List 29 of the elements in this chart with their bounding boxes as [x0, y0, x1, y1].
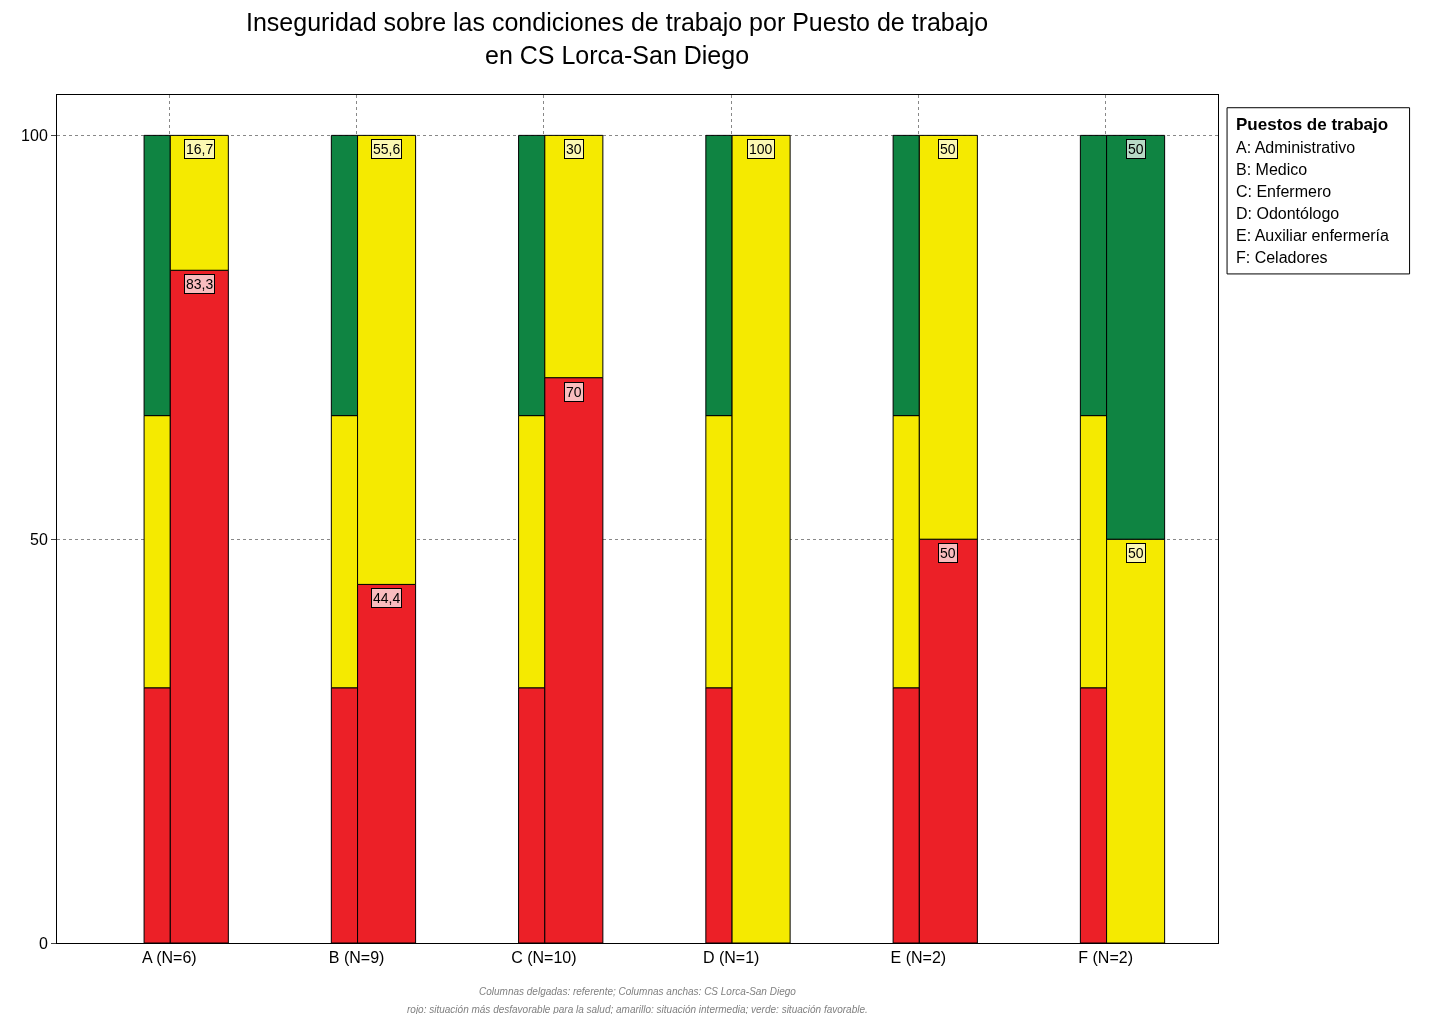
text: B: Medico [1236, 161, 1308, 178]
text: Puestos de trabajo [1236, 115, 1389, 134]
x-tick-label: C (N=10) [511, 949, 577, 967]
text: A: Administrativo [1236, 139, 1356, 156]
data-label: 30 [566, 141, 582, 157]
x-tick-label: B (N=9) [328, 949, 385, 967]
text: Columnas delgadas: referente; Columnas anchas: CS Lorca-San Diego [479, 986, 797, 997]
text: F: Celadores [1236, 249, 1328, 266]
data-label: 50 [940, 141, 956, 157]
data-label: 55,6 [373, 141, 401, 157]
data-label: 50 [1128, 141, 1144, 157]
x-tick-label: D (N=1) [702, 949, 760, 967]
data-label: 70 [566, 384, 582, 400]
text: D: Odontólogo [1236, 205, 1340, 222]
x-tick-label: A (N=6) [142, 949, 197, 967]
text: E: Auxiliar enfermería [1236, 227, 1390, 244]
y-tick-label: 50 [30, 530, 48, 548]
x-tick-label: F (N=2) [1078, 949, 1133, 967]
data-label: 50 [1128, 545, 1144, 561]
chart-title: Inseguridad sobre las condiciones de trabajo por Puesto de trabajo en CS Lorca-San Diego [245, 8, 989, 69]
x-tick-label: E (N=2) [890, 949, 947, 967]
y-tick-label: 0 [38, 934, 48, 952]
data-label: 50 [940, 545, 956, 561]
y-tick-label: 100 [21, 126, 48, 144]
data-label: 100 [749, 141, 773, 157]
data-label: 44,4 [373, 590, 401, 606]
data-label: 16,7 [186, 141, 214, 157]
data-label: 83,3 [186, 276, 214, 292]
text: C: Enfermero [1236, 183, 1332, 200]
